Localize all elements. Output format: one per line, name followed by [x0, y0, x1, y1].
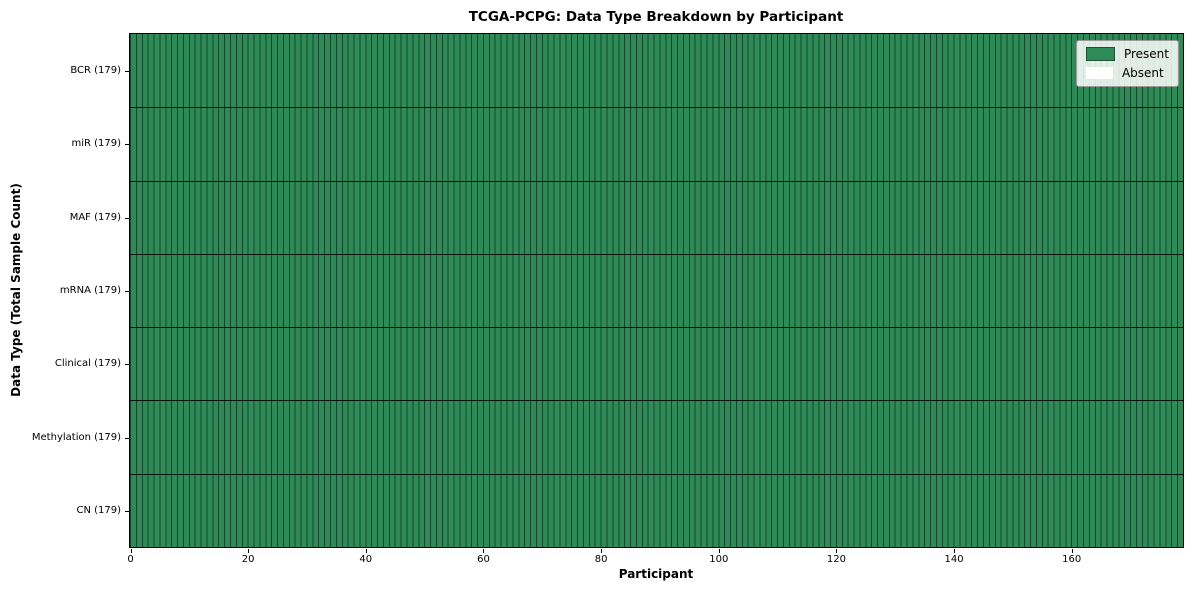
- x-tick-label: 160: [1062, 554, 1082, 565]
- x-tick-mark: [130, 549, 132, 553]
- y-tick-mark: [125, 291, 129, 292]
- y-tick-label: BCR (179): [70, 65, 121, 77]
- x-tick-label: 40: [359, 554, 373, 565]
- y-tick-mark: [125, 437, 129, 439]
- row-separator: [130, 180, 1183, 182]
- y-tick-label: mRNA (179): [59, 285, 121, 296]
- y-tick-label: miR (179): [71, 138, 121, 150]
- y-tick-mark: [125, 510, 129, 512]
- x-tick-mark: [601, 549, 603, 553]
- y-tick-mark: [125, 71, 129, 73]
- row-separator: [130, 473, 1183, 475]
- legend-swatch-absent: [1085, 67, 1113, 79]
- legend-item-absent: Absent: [1085, 66, 1169, 80]
- legend-label-absent: Absent: [1121, 66, 1164, 80]
- x-tick-mark: [954, 549, 956, 553]
- y-tick-mark: [125, 144, 129, 146]
- row-separator: [130, 253, 1183, 255]
- legend-label-present: Present: [1123, 47, 1169, 61]
- x-tick-label: 120: [826, 554, 846, 565]
- x-tick-label: 100: [709, 554, 729, 565]
- x-tick-label: 0: [127, 554, 134, 565]
- x-tick-mark: [718, 549, 720, 553]
- legend-item-present: Present: [1085, 47, 1169, 61]
- x-tick-mark: [365, 549, 367, 553]
- x-tick-mark: [248, 549, 250, 553]
- x-tick-label: 60: [477, 554, 490, 565]
- y-tick-label: MAF (179): [69, 211, 121, 223]
- row-separator: [130, 400, 1183, 402]
- row-separator: [130, 327, 1183, 329]
- y-tick-label: Clinical (179): [54, 358, 121, 370]
- x-tick-label: 80: [594, 554, 608, 565]
- plot-area: Present Absent: [129, 33, 1184, 548]
- x-tick-mark: [1071, 549, 1073, 553]
- x-tick-mark: [836, 549, 838, 553]
- y-tick-label: Methylation (179): [31, 431, 121, 443]
- row-separator: [130, 107, 1183, 109]
- legend-swatch-present: [1085, 47, 1115, 61]
- x-tick-mark: [483, 549, 485, 553]
- chart-title: TCGA-PCPG: Data Type Breakdown by Partic…: [468, 9, 844, 25]
- y-tick-mark: [125, 217, 129, 219]
- x-tick-label: 140: [944, 554, 964, 565]
- legend: Present Absent: [1075, 40, 1179, 87]
- y-tick-label: CN (179): [76, 504, 121, 516]
- x-axis-label: Participant: [618, 567, 694, 581]
- y-tick-mark: [125, 364, 129, 366]
- x-tick-label: 20: [241, 554, 255, 565]
